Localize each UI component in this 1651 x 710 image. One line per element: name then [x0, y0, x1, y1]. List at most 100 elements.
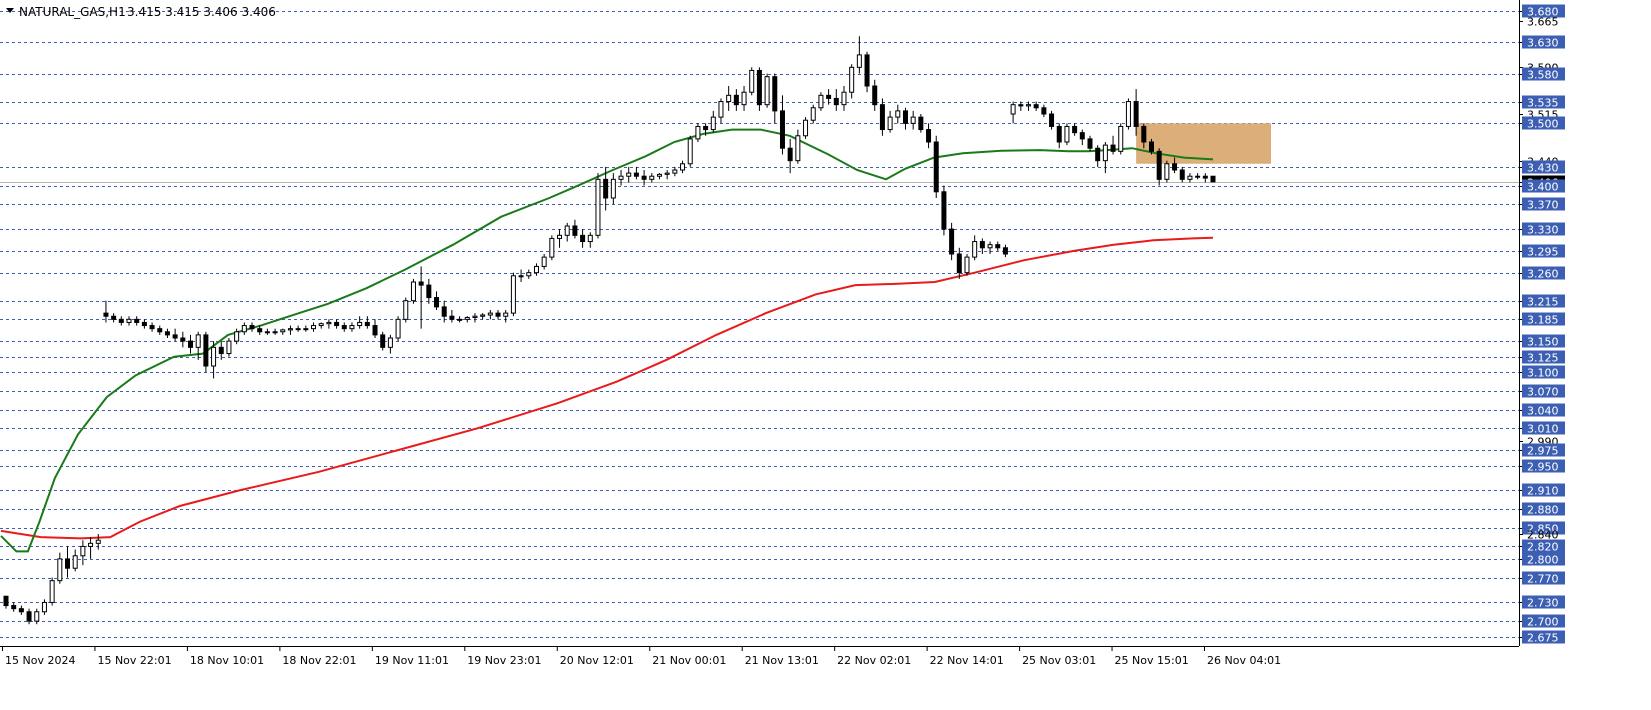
- candle-body-bull: [464, 316, 470, 320]
- candle-body-bear: [134, 318, 140, 323]
- candle-body-bull: [987, 244, 993, 249]
- time-label: 19 Nov 11:01: [375, 654, 449, 667]
- price-label-box: [1522, 312, 1565, 326]
- candle-body-bull: [480, 314, 486, 317]
- candle-body-bull: [311, 325, 317, 330]
- candle: [680, 160, 686, 174]
- price-label-box: [1522, 502, 1565, 516]
- candle-body-bull: [672, 169, 678, 174]
- candle-body-bear: [334, 321, 340, 327]
- zone-layer: [1136, 123, 1271, 164]
- candle: [249, 322, 255, 332]
- candle: [118, 316, 124, 326]
- candle-body-bear: [426, 284, 432, 299]
- candle-body-bull: [895, 110, 901, 118]
- candle-body-bear: [1141, 125, 1147, 143]
- candle: [1210, 175, 1216, 183]
- candle: [633, 166, 639, 180]
- price-label: 3.330: [1527, 224, 1559, 237]
- candle-body-bull: [287, 328, 293, 331]
- candle-body-bull: [88, 542, 94, 547]
- time-label: 22 Nov 02:01: [837, 654, 911, 667]
- price-label-box: [1522, 334, 1565, 348]
- price-label-box: [1522, 365, 1565, 379]
- candle: [11, 602, 17, 612]
- candle-body-bear: [572, 225, 578, 236]
- candle: [518, 269, 524, 282]
- time-label: 22 Nov 14:01: [930, 654, 1004, 667]
- price-axis: 3.6803.6653.6303.5903.5803.5353.5153.500…: [1519, 0, 1651, 706]
- candle-body-bull: [664, 172, 670, 175]
- candle-body-bull: [80, 545, 86, 557]
- price-label-box: [1522, 552, 1565, 566]
- candle-body-bear: [372, 325, 378, 336]
- candle: [503, 310, 509, 323]
- candle-body-bull: [795, 135, 801, 162]
- candle: [88, 537, 94, 559]
- candle-body-bear: [172, 334, 178, 339]
- price-label-box: [1522, 294, 1565, 308]
- candle: [303, 325, 309, 332]
- price-label-box: [1522, 95, 1565, 109]
- price-label: 3.430: [1527, 162, 1559, 175]
- candle-body-bull: [487, 312, 493, 316]
- candle: [395, 316, 401, 342]
- candle-body-bull: [326, 321, 332, 325]
- candle: [1033, 101, 1039, 111]
- candle-body-bull: [718, 101, 724, 118]
- candle: [864, 51, 870, 93]
- candle-body-bear: [111, 315, 117, 320]
- candle-body-bear: [380, 334, 386, 348]
- candle: [434, 291, 440, 310]
- candle: [334, 319, 340, 329]
- candle-body-bear: [1095, 147, 1101, 162]
- dropdown-triangle-icon[interactable]: [6, 8, 14, 13]
- candle: [664, 170, 670, 180]
- candle-body-bear: [141, 321, 147, 327]
- candle: [756, 67, 762, 111]
- candle-body-bull: [126, 318, 132, 323]
- candle-body-bear: [26, 611, 32, 622]
- candle: [595, 173, 601, 239]
- candle: [357, 316, 363, 329]
- supply-zone-rect: [1136, 123, 1271, 164]
- price-label: 3.010: [1527, 423, 1559, 436]
- price-label: 3.260: [1527, 268, 1559, 281]
- time-label: 25 Nov 03:01: [1022, 654, 1096, 667]
- candle: [879, 98, 885, 136]
- price-label: 3.215: [1527, 296, 1559, 309]
- price-label-box: [1522, 403, 1565, 417]
- candle-body-bear: [11, 605, 17, 610]
- time-label: 26 Nov 04:01: [1207, 654, 1281, 667]
- candle-body-bear: [703, 125, 709, 131]
- candle: [1148, 138, 1154, 155]
- candle-body-bear: [995, 244, 1001, 249]
- candle-body-bull: [57, 558, 63, 582]
- price-label: 2.850: [1527, 523, 1559, 536]
- candle-body-bull: [910, 116, 916, 124]
- time-label: 18 Nov 10:01: [190, 654, 264, 667]
- candle: [364, 316, 370, 329]
- price-label-box: [1522, 595, 1565, 609]
- price-label: 3.400: [1527, 181, 1559, 194]
- candle-body-bear: [1072, 125, 1078, 134]
- candle: [949, 222, 955, 261]
- candle-body-bear: [1079, 132, 1085, 140]
- candle-body-bull: [710, 116, 716, 131]
- price-label-box: [1522, 421, 1565, 435]
- candle: [449, 310, 455, 323]
- price-label-box: [1522, 521, 1565, 535]
- candle-body-bear: [872, 85, 878, 106]
- candle-body-bull: [856, 54, 862, 68]
- candle-body-bear: [633, 172, 639, 177]
- candle-body-bear: [103, 312, 109, 317]
- candle: [141, 319, 147, 329]
- candle-body-bull: [1064, 125, 1070, 143]
- candle-body-bull: [503, 312, 509, 317]
- candle-body-bull: [549, 237, 555, 258]
- candle: [764, 73, 770, 108]
- candle-body-bear: [495, 312, 501, 317]
- price-label: 3.500: [1527, 118, 1559, 131]
